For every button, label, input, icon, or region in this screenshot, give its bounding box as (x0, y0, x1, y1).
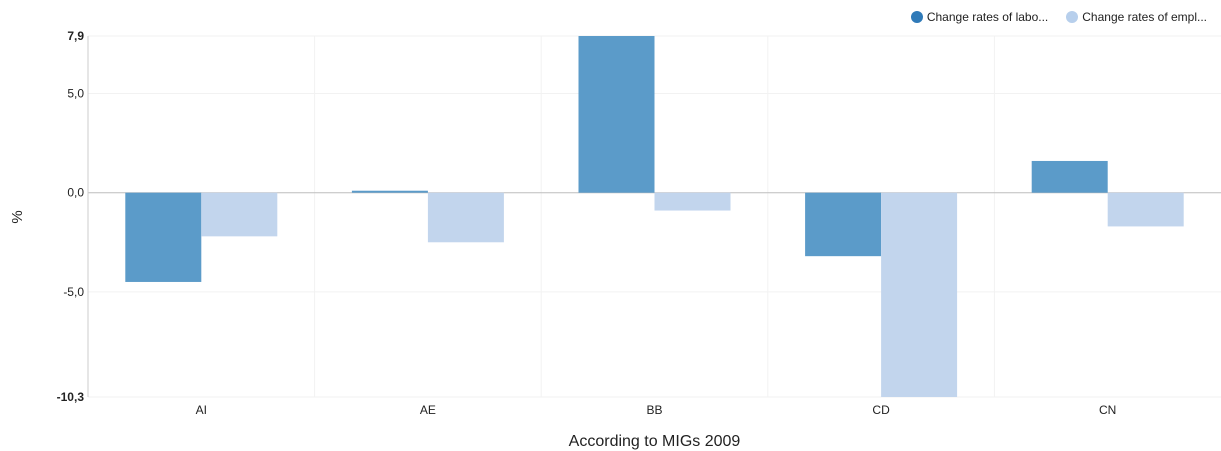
chart-legend: Change rates of labo... Change rates of … (910, 10, 1207, 24)
bar-cd-series-2 (881, 192, 958, 397)
x-tick-label: AI (196, 403, 207, 417)
x-tick-label: CD (872, 403, 890, 417)
x-tick-label: AE (420, 403, 436, 417)
y-tick-label: -10,3 (57, 390, 85, 404)
x-tick-label: BB (646, 403, 662, 417)
x-axis-title: According to MIGs 2009 (569, 433, 741, 450)
y-tick-label: 0,0 (67, 186, 84, 200)
bar-ai-series-1 (125, 192, 202, 282)
bar-ae-series-2 (427, 192, 504, 243)
bar-cn-series-1 (1031, 160, 1108, 193)
y-tick-label: 5,0 (67, 87, 84, 101)
x-tick-label: CN (1099, 403, 1116, 417)
bar-bb-series-1 (578, 36, 655, 193)
bar-ai-series-2 (201, 192, 278, 237)
legend-swatch-series-2 (1066, 11, 1079, 23)
legend-label-series-1: Change rates of labo... (926, 10, 1049, 24)
bar-cd-series-1 (805, 192, 882, 257)
y-tick-label: -5,0 (63, 285, 84, 299)
bar-bb-series-2 (654, 192, 731, 211)
legend-item-series-2[interactable]: Change rates of empl... (1066, 10, 1207, 24)
bar-cn-series-2 (1107, 192, 1184, 227)
legend-item-series-1[interactable]: Change rates of labo... (910, 10, 1049, 24)
bar-ae-series-1 (351, 190, 428, 193)
legend-swatch-series-1 (910, 11, 923, 23)
legend-label-series-2: Change rates of empl... (1082, 10, 1207, 24)
y-tick-label: 7,9 (67, 29, 84, 43)
y-axis-title: % (9, 210, 26, 223)
